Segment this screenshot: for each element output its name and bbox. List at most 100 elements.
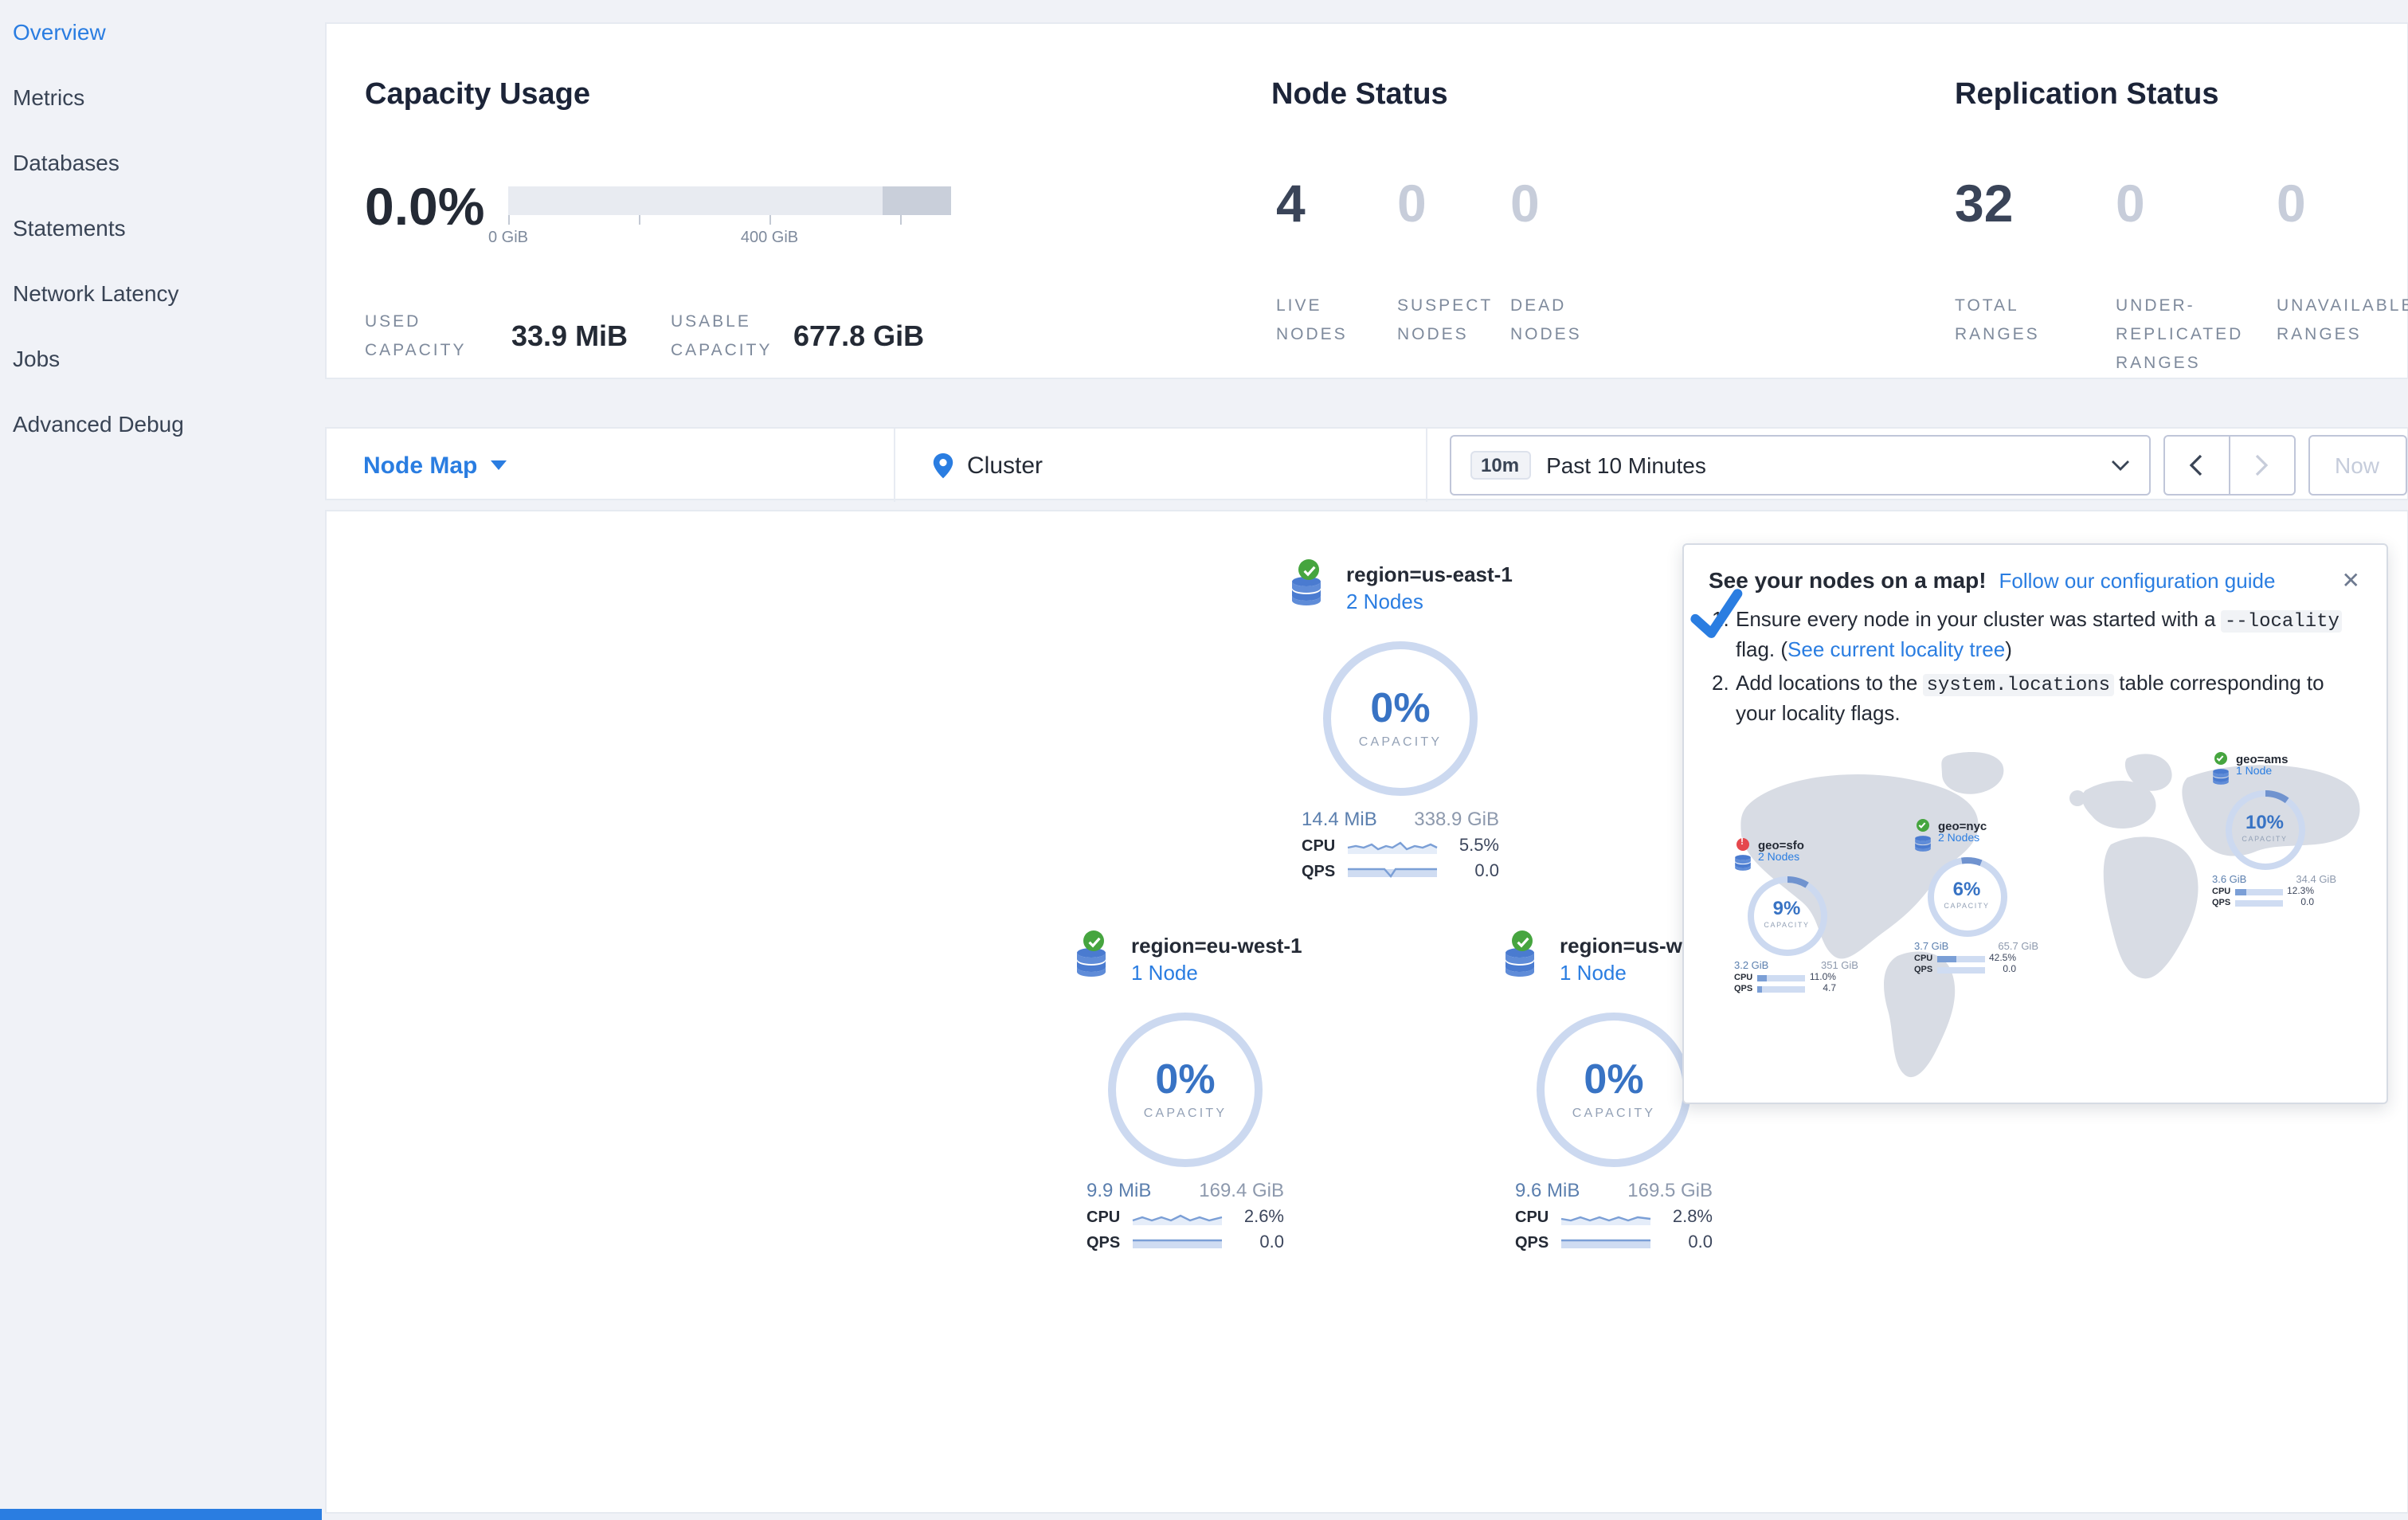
cluster-summary-panel: Capacity Usage 0.0% 0 GiB 400 GiB USED C… bbox=[325, 22, 2408, 379]
under-replicated-ranges-value: 0 bbox=[2116, 174, 2145, 233]
healthy-status-icon bbox=[1083, 930, 1104, 951]
qps-sparkline bbox=[1348, 868, 1437, 878]
dead-nodes-value: 0 bbox=[1510, 174, 1540, 233]
locality-us-east-1[interactable]: region=us-east-1 2 Nodes 0% CAPACITY 14.… bbox=[1289, 559, 1513, 881]
step-text: ) bbox=[2005, 637, 2012, 661]
locality-used-value: 14.4 MiB bbox=[1302, 808, 1377, 830]
time-now-button[interactable]: Now bbox=[2308, 435, 2406, 496]
sidebar: Overview Metrics Databases Statements Ne… bbox=[0, 0, 322, 1520]
locality-name: region=us-east-1 bbox=[1346, 562, 1513, 586]
live-nodes-value: 4 bbox=[1276, 174, 1306, 233]
locality-eu-west-1[interactable]: region=eu-west-1 1 Node 0% CAPACITY 9.9 … bbox=[1074, 930, 1302, 1252]
qps-sparkline bbox=[1936, 967, 1984, 974]
preview-capacity-percent: 9% bbox=[1772, 897, 1801, 919]
database-icon bbox=[1505, 948, 1534, 977]
locality-tree-link[interactable]: See current locality tree bbox=[1787, 637, 2006, 661]
qps-label: QPS bbox=[1734, 985, 1753, 994]
capacity-ring-label: CAPACITY bbox=[1572, 1106, 1656, 1120]
locality-nodes-link[interactable]: 1 Node bbox=[1560, 961, 1627, 985]
sidebar-item-databases[interactable]: Databases bbox=[13, 150, 119, 175]
close-icon[interactable]: ✕ bbox=[2341, 567, 2360, 593]
time-prev-button[interactable] bbox=[2164, 437, 2228, 494]
chevron-down-icon bbox=[490, 460, 507, 470]
unavailable-ranges-stat: 0 UNAVAILABLE RANGES bbox=[2277, 176, 2408, 349]
toolbar-divider-2 bbox=[1426, 429, 1427, 502]
preview-used-value: 3.7 GiB bbox=[1914, 942, 1949, 953]
preview-capacity-label: CAPACITY bbox=[2242, 835, 2288, 843]
locality-flag-code: --locality bbox=[2221, 610, 2343, 633]
sidebar-item-metrics[interactable]: Metrics bbox=[13, 84, 85, 110]
popover-title: See your nodes on a map! bbox=[1709, 567, 1987, 593]
locality-nodes-link[interactable]: 2 Nodes bbox=[1346, 590, 1423, 613]
preview-locality-name: geo=sfo bbox=[1758, 838, 1804, 852]
sidebar-footer-accent[interactable] bbox=[0, 1509, 322, 1520]
under-replicated-ranges-stat: 0 UNDER-REPLICATED RANGES bbox=[2116, 174, 2269, 378]
preview-used-value: 3.2 GiB bbox=[1734, 961, 1769, 972]
popover-steps: 1. Ensure every node in your cluster was… bbox=[1683, 589, 2386, 728]
suspect-nodes-stat: 0 SUSPECT NODES bbox=[1397, 176, 1509, 349]
preview-capacity-label: CAPACITY bbox=[1944, 902, 1990, 910]
system-locations-code: system.locations bbox=[1923, 673, 2114, 696]
live-nodes-stat: 4 LIVE NODES bbox=[1276, 174, 1388, 349]
database-icon bbox=[1734, 855, 1750, 871]
qps-label: QPS bbox=[1302, 863, 1336, 880]
healthy-status-icon bbox=[1916, 819, 1928, 832]
location-pin-icon bbox=[933, 452, 953, 478]
done-check-icon bbox=[1690, 589, 1742, 638]
locality-nodes-link[interactable]: 1 Node bbox=[1131, 961, 1198, 985]
cpu-value: 12.3% bbox=[2286, 887, 2314, 897]
capacity-percent: 0.0% bbox=[365, 177, 485, 236]
capacity-tick-label-400: 400 GiB bbox=[740, 229, 799, 247]
capacity-gauge-other-segment bbox=[882, 186, 951, 215]
capacity-ring-gauge: 0% CAPACITY bbox=[1531, 1007, 1697, 1173]
locality-us-west-1[interactable]: region=us-west-1 1 Node 0% CAPACITY 9.6 … bbox=[1502, 930, 1731, 1252]
preview-locality-nodes: 2 Nodes bbox=[1938, 833, 1980, 844]
cpu-sparkline bbox=[1936, 956, 1984, 962]
sidebar-item-overview[interactable]: Overview bbox=[13, 19, 106, 45]
preview-usable-value: 65.7 GiB bbox=[1998, 942, 2038, 953]
sidebar-item-advanced-debug[interactable]: Advanced Debug bbox=[13, 411, 184, 437]
qps-value: 4.7 bbox=[1823, 985, 1836, 994]
sidebar-item-jobs[interactable]: Jobs bbox=[13, 346, 61, 371]
time-range-label: Past 10 Minutes bbox=[1546, 452, 1706, 478]
preview-locality-sfo: ! geo=sfo 2 Nodes bbox=[1731, 837, 1862, 994]
cpu-label: CPU bbox=[2212, 887, 2231, 897]
total-ranges-value: 32 bbox=[1955, 174, 2014, 233]
cpu-value: 2.8% bbox=[1672, 1208, 1713, 1227]
preview-used-value: 3.6 GiB bbox=[2212, 875, 2247, 886]
total-ranges-label: TOTAL RANGES bbox=[1955, 296, 2040, 344]
cpu-sparkline bbox=[1347, 841, 1438, 854]
configuration-guide-link[interactable]: Follow our configuration guide bbox=[1999, 569, 2276, 593]
breadcrumb[interactable]: Cluster bbox=[932, 429, 1043, 502]
capacity-ring-label: CAPACITY bbox=[1143, 1106, 1227, 1120]
preview-usable-value: 351 GiB bbox=[1821, 961, 1858, 972]
sidebar-item-network-latency[interactable]: Network Latency bbox=[13, 280, 179, 306]
cpu-value: 11.0% bbox=[1809, 974, 1836, 983]
preview-capacity-gauge: 9% CAPACITY bbox=[1744, 873, 1830, 959]
locality-used-value: 9.9 MiB bbox=[1087, 1179, 1152, 1201]
dead-nodes-label: DEAD NODES bbox=[1510, 296, 1582, 344]
preview-usable-value: 34.4 GiB bbox=[2296, 875, 2336, 886]
database-icon bbox=[1077, 948, 1106, 977]
qps-value: 0.0 bbox=[1259, 1233, 1284, 1252]
view-selector-dropdown[interactable]: Node Map bbox=[363, 429, 507, 502]
capacity-usage-title: Capacity Usage bbox=[365, 78, 591, 112]
preview-capacity-gauge: 6% CAPACITY bbox=[1924, 854, 2010, 940]
cpu-value: 42.5% bbox=[1988, 954, 2016, 964]
total-ranges-stat: 32 TOTAL RANGES bbox=[1955, 174, 2108, 349]
preview-capacity-gauge: 10% CAPACITY bbox=[2222, 787, 2308, 873]
time-next-button[interactable] bbox=[2228, 437, 2293, 494]
qps-sparkline bbox=[1561, 1239, 1650, 1248]
time-range-dropdown[interactable]: 10m Past 10 Minutes bbox=[1449, 435, 2150, 496]
locality-name: region=eu-west-1 bbox=[1131, 934, 1302, 958]
capacity-ring-gauge: 0% CAPACITY bbox=[1102, 1007, 1268, 1173]
sidebar-item-statements[interactable]: Statements bbox=[13, 215, 126, 241]
live-nodes-label: LIVE NODES bbox=[1276, 296, 1348, 344]
step-text: table corresponding to your locality fla… bbox=[1736, 670, 2324, 725]
healthy-status-icon bbox=[1512, 930, 1533, 951]
qps-label: QPS bbox=[2212, 899, 2231, 908]
chevron-down-icon bbox=[2111, 460, 2128, 471]
warning-status-icon: ! bbox=[1736, 837, 1748, 851]
qps-sparkline bbox=[1756, 986, 1804, 993]
